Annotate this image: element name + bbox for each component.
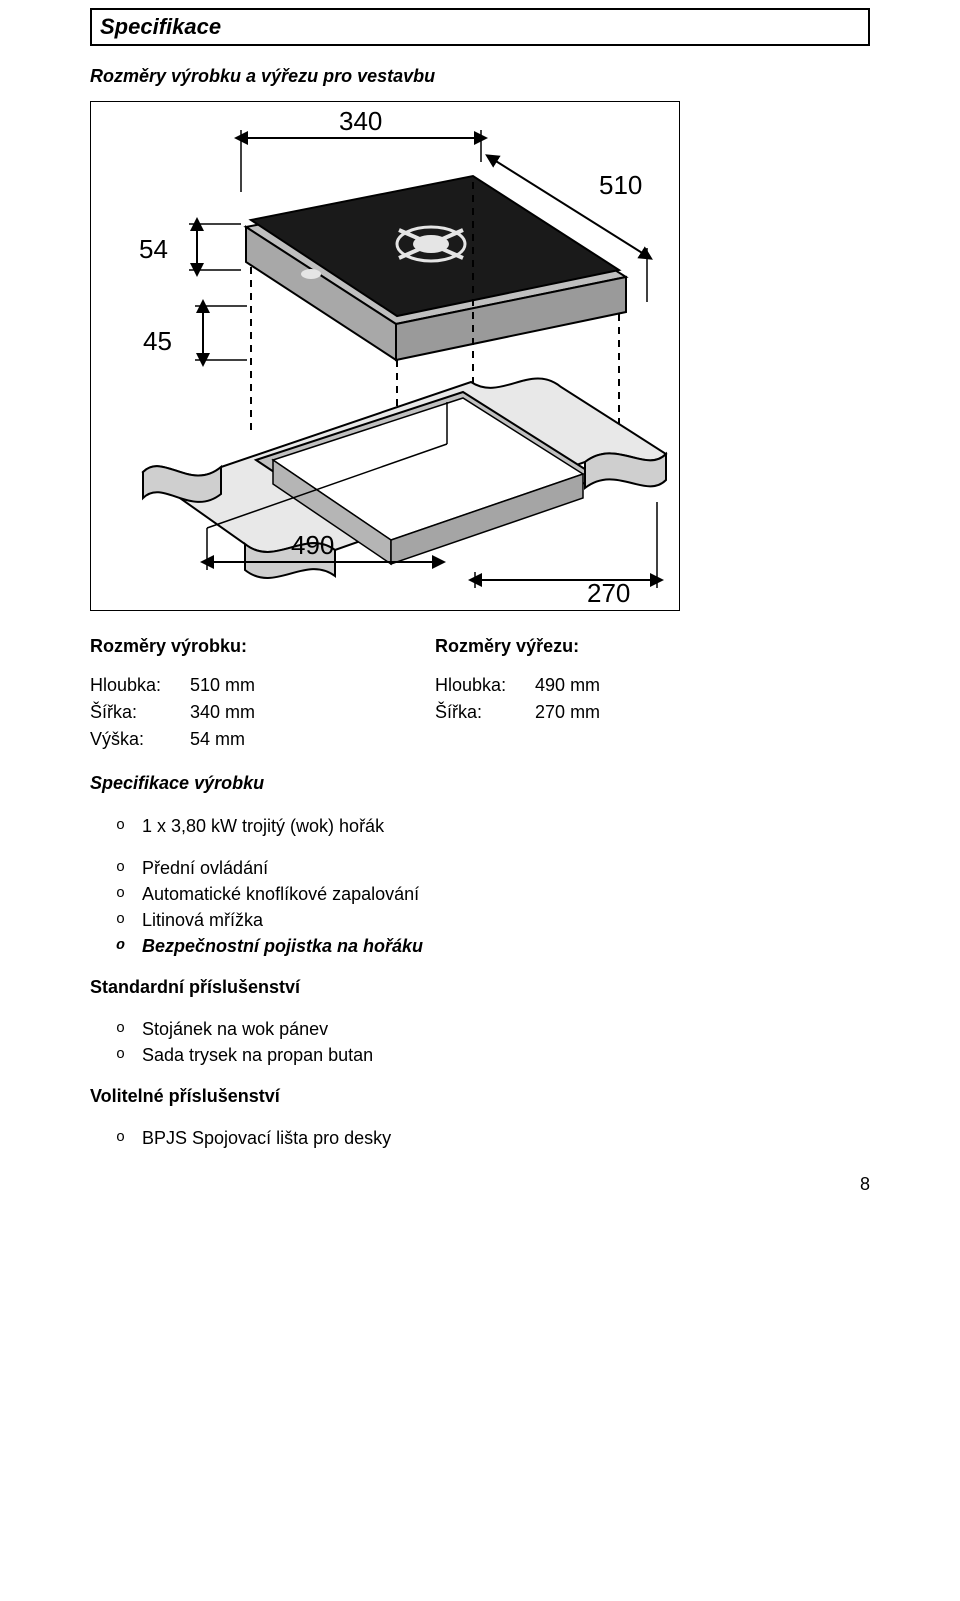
dimensions-diagram: 340 510 54 45 [90, 101, 680, 611]
opt-item-joining-strip: BPJS Spojovací lišta pro desky [90, 1125, 870, 1151]
std-item-lpg-jets: Sada trysek na propan butan [90, 1042, 870, 1068]
product-width-label: Šířka: [90, 699, 190, 726]
dim-label-510: 510 [599, 170, 642, 200]
product-dimensions-col: Rozměry výrobku: Hloubka:510 mm Šířka:34… [90, 633, 255, 753]
cutout-depth-label: Hloubka: [435, 672, 535, 699]
opt-accessories-heading: Volitelné příslušenství [90, 1086, 870, 1107]
title-box: Specifikace [90, 8, 870, 46]
dim-label-54: 54 [139, 234, 168, 264]
product-depth-value: 510 mm [190, 672, 255, 699]
dim-label-340: 340 [339, 106, 382, 136]
cutout-dimensions-col: Rozměry výřezu: Hloubka:490 mm Šířka:270… [435, 633, 600, 753]
product-depth-label: Hloubka: [90, 672, 190, 699]
cutout-width-value: 270 mm [535, 699, 600, 726]
spec-item-cast-iron: Litinová mřížka [90, 907, 870, 933]
dim-label-490: 490 [291, 530, 334, 560]
dimensions-heading: Rozměry výrobku a výřezu pro vestavbu [90, 66, 870, 87]
spec-item-front-control: Přední ovládání [90, 855, 870, 881]
spec-heading: Specifikace výrobku [90, 773, 870, 794]
std-item-wok-stand: Stojánek na wok pánev [90, 1016, 870, 1042]
cutout-dims-heading: Rozměry výřezu: [435, 636, 579, 656]
product-height-label: Výška: [90, 726, 190, 753]
dim-label-270: 270 [587, 578, 630, 608]
spec-item-safety: Bezpečnostní pojistka na hořáku [90, 933, 870, 959]
cutout-depth-value: 490 mm [535, 672, 600, 699]
cutout-width-label: Šířka: [435, 699, 535, 726]
document-page: Specifikace Rozměry výrobku a výřezu pro… [0, 0, 960, 1209]
product-dims-heading: Rozměry výrobku: [90, 636, 247, 656]
spec-item-burner: 1 x 3,80 kW trojitý (wok) hořák [90, 812, 870, 841]
dim-label-45: 45 [143, 326, 172, 356]
std-accessories-heading: Standardní příslušenství [90, 977, 870, 998]
page-title: Specifikace [100, 14, 860, 40]
product-height-value: 54 mm [190, 726, 245, 753]
product-width-value: 340 mm [190, 699, 255, 726]
page-number: 8 [860, 1174, 870, 1195]
spec-item-auto-ignition: Automatické knoflíkové zapalování [90, 881, 870, 907]
dimensions-columns: Rozměry výrobku: Hloubka:510 mm Šířka:34… [90, 633, 870, 753]
